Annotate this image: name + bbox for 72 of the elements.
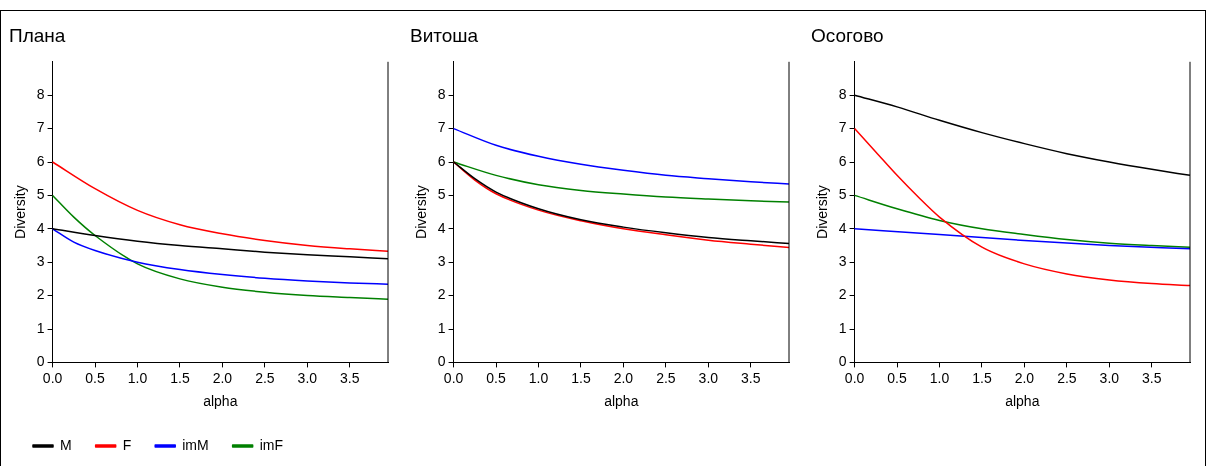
y-tick-label: 0 xyxy=(838,353,847,370)
y-tick-label: 7 xyxy=(437,119,446,136)
x-tick-label: 0.5 xyxy=(486,369,506,386)
chart-title: Плана xyxy=(9,24,66,46)
y-tick-label: 8 xyxy=(838,86,847,103)
y-tick-label: 4 xyxy=(838,219,847,236)
y-tick-label: 3 xyxy=(437,253,446,270)
y-tick-label: 5 xyxy=(838,186,847,203)
legend-label: imM xyxy=(182,436,209,453)
y-tick-label: 3 xyxy=(36,253,45,270)
x-tick-label: 2.5 xyxy=(656,369,676,386)
x-tick-label: 0.0 xyxy=(443,369,464,386)
y-tick-label: 7 xyxy=(838,119,847,136)
legend-label: M xyxy=(60,436,72,453)
y-tick-label: 3 xyxy=(838,253,847,270)
y-axis-title: Diversity xyxy=(12,185,29,239)
y-tick-label: 1 xyxy=(36,319,45,336)
x-axis-title: alpha xyxy=(604,393,639,410)
y-tick-label: 1 xyxy=(838,319,847,336)
line-series xyxy=(452,127,790,185)
x-tick-label: 0.0 xyxy=(42,369,63,386)
y-tick-label: 0 xyxy=(36,353,45,370)
line-series xyxy=(452,161,790,203)
line-series xyxy=(853,127,1191,287)
x-tick-label: 1.5 xyxy=(571,369,591,386)
x-tick-label: 1.0 xyxy=(127,369,148,386)
line-series xyxy=(853,194,1191,248)
line-series xyxy=(51,228,389,285)
chart-title: Осогово xyxy=(811,24,884,46)
y-tick-label: 4 xyxy=(437,219,446,236)
x-tick-label: 3.0 xyxy=(297,369,318,386)
y-tick-label: 0 xyxy=(437,353,446,370)
x-tick-label: 1.5 xyxy=(170,369,190,386)
line-series xyxy=(853,228,1191,250)
x-tick-label: 1.5 xyxy=(972,369,992,386)
y-tick-label: 6 xyxy=(838,152,847,169)
y-tick-label: 5 xyxy=(437,186,446,203)
chart-title: Витоша xyxy=(410,24,479,46)
y-axis-title: Diversity xyxy=(814,185,831,239)
y-tick-label: 2 xyxy=(36,286,45,303)
y-axis-title: Diversity xyxy=(413,185,430,239)
y-tick-label: 5 xyxy=(36,186,45,203)
x-tick-label: 3.0 xyxy=(1099,369,1120,386)
y-tick-label: 2 xyxy=(437,286,446,303)
legend-label: F xyxy=(122,436,132,453)
x-tick-label: 0.5 xyxy=(85,369,105,386)
y-tick-label: 1 xyxy=(437,319,446,336)
x-tick-label: 2.5 xyxy=(255,369,275,386)
x-tick-label: 0.0 xyxy=(844,369,865,386)
y-tick-label: 6 xyxy=(36,152,45,169)
line-series xyxy=(51,161,389,252)
x-tick-label: 3.0 xyxy=(698,369,719,386)
line-series xyxy=(51,194,389,301)
x-tick-label: 3.5 xyxy=(1142,369,1162,386)
x-tick-label: 2.0 xyxy=(1014,369,1035,386)
x-axis-title: alpha xyxy=(1005,393,1040,410)
x-tick-label: 2.0 xyxy=(212,369,233,386)
x-tick-label: 1.0 xyxy=(528,369,549,386)
y-tick-label: 8 xyxy=(437,86,446,103)
x-tick-label: 3.5 xyxy=(340,369,360,386)
legend-label: imF xyxy=(259,436,283,453)
y-tick-label: 7 xyxy=(36,119,45,136)
x-tick-label: 2.5 xyxy=(1057,369,1077,386)
x-tick-label: 1.0 xyxy=(929,369,950,386)
y-tick-label: 4 xyxy=(36,219,45,236)
y-tick-label: 8 xyxy=(36,86,45,103)
x-tick-label: 3.5 xyxy=(741,369,761,386)
x-tick-label: 0.5 xyxy=(887,369,907,386)
x-tick-label: 2.0 xyxy=(613,369,634,386)
x-axis-title: alpha xyxy=(203,393,238,410)
y-tick-label: 2 xyxy=(838,286,847,303)
y-tick-label: 6 xyxy=(437,152,446,169)
